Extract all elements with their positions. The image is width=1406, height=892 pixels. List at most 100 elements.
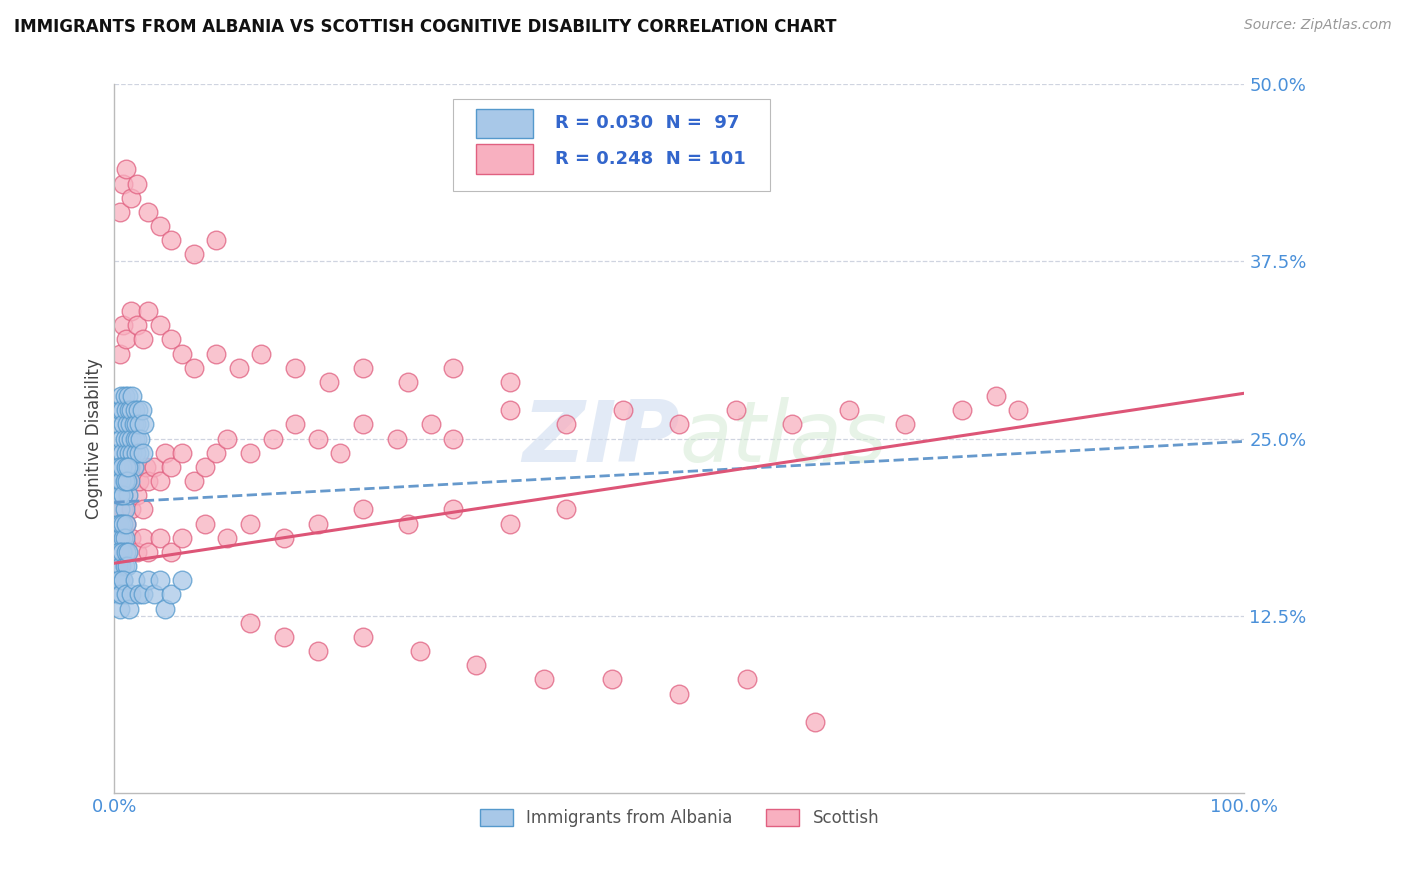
Point [112, 573, 135, 587]
Point [555, 502, 578, 516]
FancyBboxPatch shape [477, 144, 533, 174]
Point [149, 318, 172, 333]
Text: R = 0.030  N =  97: R = 0.030 N = 97 [555, 114, 740, 132]
Point [149, 531, 172, 545]
Point [112, 177, 135, 191]
Point [110, 474, 132, 488]
Point [284, 360, 307, 375]
Point [499, 516, 522, 531]
Point [205, 346, 228, 360]
Point [120, 459, 142, 474]
Point [117, 432, 139, 446]
Point [117, 488, 139, 502]
Point [120, 587, 142, 601]
Point [112, 459, 135, 474]
Point [110, 559, 132, 574]
Point [115, 559, 138, 574]
Point [160, 233, 183, 247]
Point [239, 615, 262, 630]
Point [117, 389, 139, 403]
Point [128, 446, 150, 460]
Point [143, 587, 166, 601]
Point [352, 417, 374, 432]
Point [107, 474, 129, 488]
Point [984, 389, 1007, 403]
Point [183, 247, 205, 261]
Point [108, 531, 131, 545]
Point [107, 587, 129, 601]
Point [107, 531, 129, 545]
Point [128, 417, 150, 432]
Point [352, 360, 374, 375]
Point [108, 516, 131, 531]
Point [108, 403, 131, 417]
Point [112, 502, 135, 516]
Point [110, 488, 132, 502]
Point [114, 332, 136, 346]
Point [612, 403, 634, 417]
Point [217, 531, 239, 545]
Point [117, 474, 139, 488]
Point [228, 360, 250, 375]
Point [262, 432, 284, 446]
Point [112, 545, 135, 559]
Point [110, 432, 132, 446]
Point [118, 403, 141, 417]
Point [441, 360, 464, 375]
Point [114, 432, 136, 446]
Point [120, 403, 142, 417]
Point [143, 459, 166, 474]
Point [1007, 403, 1029, 417]
Point [499, 403, 522, 417]
Point [114, 545, 136, 559]
Point [172, 573, 194, 587]
Point [122, 417, 145, 432]
Point [120, 474, 142, 488]
Point [115, 474, 138, 488]
Point [205, 233, 228, 247]
Point [108, 573, 131, 587]
Text: IMMIGRANTS FROM ALBANIA VS SCOTTISH COGNITIVE DISABILITY CORRELATION CHART: IMMIGRANTS FROM ALBANIA VS SCOTTISH COGN… [14, 18, 837, 36]
Y-axis label: Cognitive Disability: Cognitive Disability [86, 358, 103, 519]
Point [555, 417, 578, 432]
Point [307, 516, 329, 531]
Point [894, 417, 917, 432]
Point [112, 417, 135, 432]
Point [307, 644, 329, 658]
Point [108, 573, 131, 587]
Point [124, 573, 146, 587]
Point [118, 601, 141, 615]
Point [114, 516, 136, 531]
Text: R = 0.248  N = 101: R = 0.248 N = 101 [555, 150, 745, 168]
Point [128, 474, 150, 488]
Point [131, 531, 153, 545]
Point [131, 502, 153, 516]
Point [108, 474, 131, 488]
Point [108, 417, 131, 432]
Point [111, 545, 134, 559]
Point [128, 587, 150, 601]
FancyBboxPatch shape [477, 109, 533, 138]
Point [114, 162, 136, 177]
Point [352, 502, 374, 516]
Point [125, 432, 148, 446]
Point [136, 474, 159, 488]
Point [239, 446, 262, 460]
Point [838, 403, 860, 417]
Point [114, 531, 136, 545]
FancyBboxPatch shape [453, 99, 770, 191]
Point [131, 403, 153, 417]
Point [114, 459, 136, 474]
Point [114, 389, 136, 403]
Point [172, 446, 194, 460]
Point [318, 375, 340, 389]
Point [668, 686, 690, 700]
Point [125, 177, 148, 191]
Point [136, 205, 159, 219]
Point [107, 488, 129, 502]
Point [172, 346, 194, 360]
Point [114, 474, 136, 488]
Point [112, 318, 135, 333]
Point [121, 446, 143, 460]
Point [396, 375, 419, 389]
